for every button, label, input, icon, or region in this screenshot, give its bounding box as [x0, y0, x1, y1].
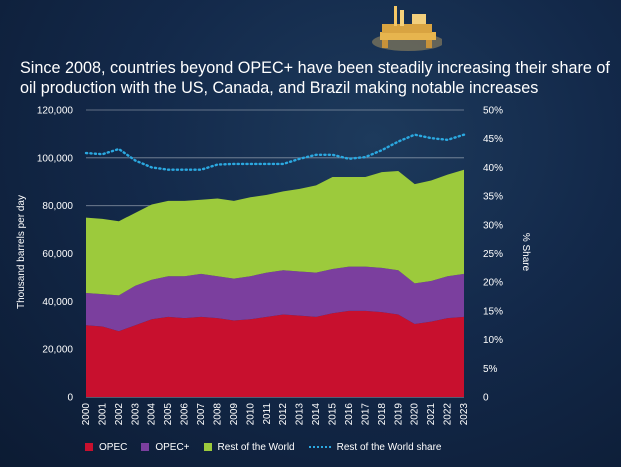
legend-label-rest-of-world: Rest of the World [217, 441, 295, 453]
legend-label-rest-of-world-share: Rest of the World share [336, 441, 442, 453]
x-tick-label: 2003 [130, 403, 141, 426]
x-tick-label: 2023 [459, 403, 470, 426]
y-tick-label: 80,000 [42, 201, 73, 212]
y2-tick-label: 25% [483, 249, 503, 260]
y2-tick-label: 15% [483, 306, 503, 317]
legend-item-opec-plus: OPEC+ [141, 441, 190, 453]
legend-label-opec: OPEC [99, 441, 128, 453]
area-series [86, 169, 464, 397]
x-tick-label: 2018 [377, 403, 388, 426]
legend-swatch-opec [85, 443, 93, 451]
x-tick-label: 2006 [180, 403, 191, 426]
area-opec- [86, 266, 464, 332]
y-axis-label: Thousand barrels per day [16, 195, 27, 309]
x-tick-label: 2007 [196, 403, 207, 426]
y2-tick-label: 30% [483, 220, 503, 231]
area-rest-of-the-world [86, 169, 464, 296]
x-tick-label: 2017 [360, 403, 371, 426]
line-rest-of-the-world-share [84, 133, 466, 171]
area-opec [86, 310, 464, 397]
share-line-series [84, 133, 466, 171]
y-axis-left: 0 20,000 40,000 60,000 80,000 100,000 120,000 [37, 106, 74, 404]
x-tick-label: 2010 [245, 403, 256, 426]
x-tick-label: 2012 [278, 403, 289, 426]
x-tick-label: 2008 [212, 403, 223, 426]
y-tick-label: 20,000 [42, 345, 73, 356]
x-tick-label: 2014 [311, 403, 322, 426]
legend-item-opec: OPEC [85, 442, 127, 453]
y-tick-label: 40,000 [42, 297, 73, 308]
x-tick-label: 2005 [163, 403, 174, 426]
x-tick-label: 2004 [147, 403, 158, 426]
y2-tick-label: 10% [483, 335, 503, 346]
x-tick-label: 2000 [81, 403, 92, 426]
y-axis-right: 0 5% 10% 15% 20% 25% 30% 35% 40% 45% 50% [483, 106, 503, 404]
chart-title: Since 2008, countries beyond OPEC+ have … [20, 59, 610, 97]
legend-swatch-rest-of-world [203, 443, 212, 451]
x-tick-label: 2016 [344, 403, 355, 426]
y-tick-label: 0 [67, 393, 73, 404]
legend-item-rest-of-world-share: Rest of the World share [308, 441, 442, 453]
y2-tick-label: 50% [483, 106, 503, 117]
x-tick-label: 2001 [97, 403, 108, 426]
x-tick-label: 2020 [410, 403, 421, 426]
y2-tick-label: 35% [483, 192, 503, 203]
y2-tick-label: 20% [483, 278, 503, 289]
x-tick-label: 2019 [393, 403, 404, 426]
y-tick-label: 120,000 [37, 106, 74, 117]
y2-axis-label: % Share [520, 233, 531, 272]
x-tick-label: 2015 [328, 403, 339, 426]
y2-tick-label: 45% [483, 134, 503, 145]
x-axis: 2000 2001 2002 2003 2004 2005 2006 2007 2008 2009… [81, 403, 470, 426]
x-tick-label: 2011 [262, 403, 273, 425]
y2-tick-label: 40% [483, 163, 503, 174]
y-tick-label: 100,000 [37, 153, 74, 164]
x-tick-label: 2021 [426, 403, 437, 426]
legend-item-rest-of-world: Rest of the World [203, 441, 295, 453]
x-tick-label: 2013 [295, 403, 306, 426]
legend-swatch-opec-plus [141, 443, 150, 451]
x-tick-label: 2002 [114, 403, 125, 426]
legend-label-opec-plus: OPEC+ [155, 441, 190, 453]
x-tick-label: 2022 [443, 403, 454, 426]
y2-tick-label: 5% [483, 364, 498, 375]
x-tick-label: 2009 [229, 403, 240, 426]
legend-swatch-rest-of-world-share [308, 446, 331, 448]
y2-tick-label: 0 [483, 393, 489, 404]
oil-platform-image [372, 6, 442, 51]
y-tick-label: 60,000 [42, 249, 73, 260]
legend: OPEC OPEC+ Rest of the World Rest of the… [85, 440, 455, 454]
